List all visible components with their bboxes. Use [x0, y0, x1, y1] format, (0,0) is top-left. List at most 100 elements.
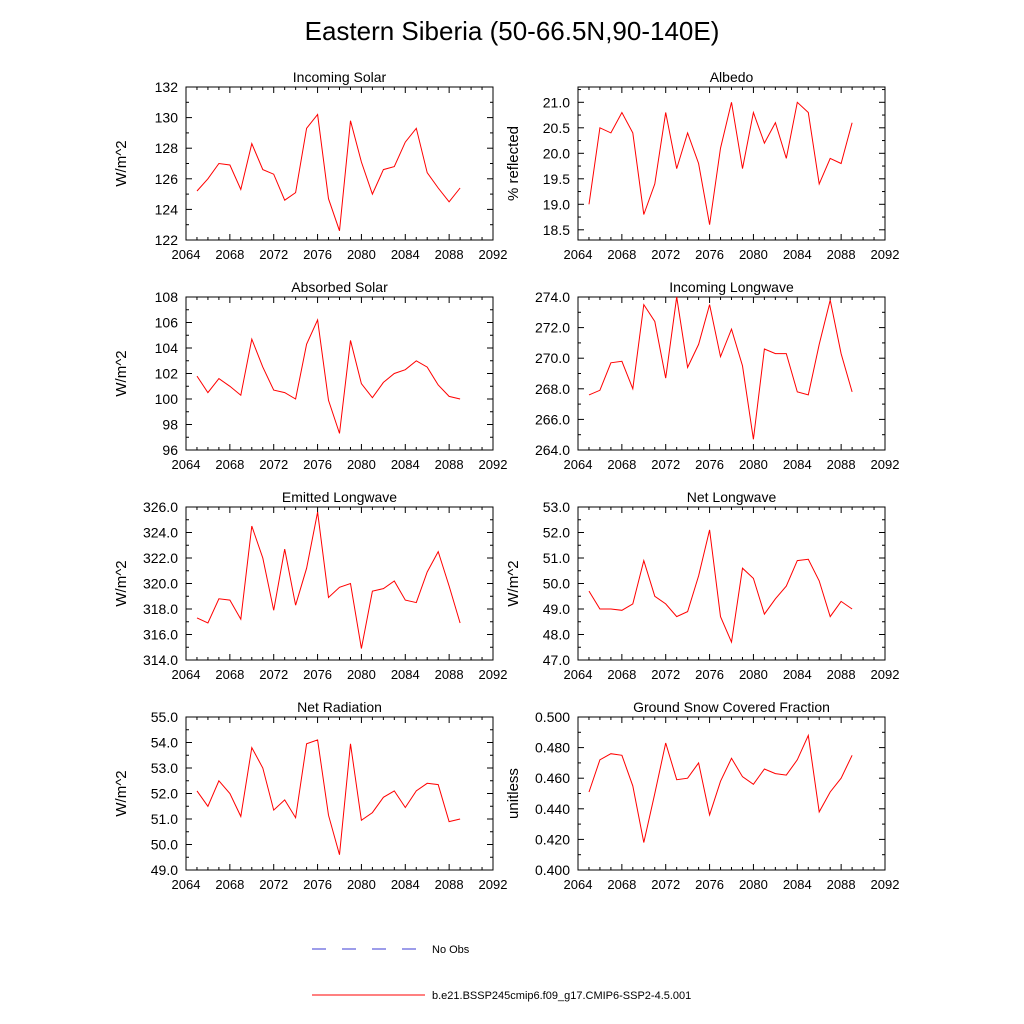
x-tick-label: 2088 [827, 877, 856, 892]
x-tick-label: 2092 [871, 877, 900, 892]
x-tick-label: 2076 [303, 667, 332, 682]
y-tick-label: 104 [155, 340, 179, 356]
x-tick-label: 2088 [827, 667, 856, 682]
y-tick-label: 96 [162, 442, 178, 458]
x-tick-label: 2076 [695, 667, 724, 682]
legend: No Obs b.e21.BSSP245cmip6.f09_g17.CMIP6-… [312, 944, 691, 1002]
x-tick-label: 2092 [479, 247, 508, 262]
y-tick-label: 21.0 [543, 94, 570, 110]
x-tick-label: 2084 [391, 667, 420, 682]
y-axis-label: W/m^2 [113, 770, 130, 816]
y-axis-label: W/m^2 [113, 140, 130, 186]
x-tick-label: 2068 [215, 667, 244, 682]
x-tick-label: 2092 [871, 247, 900, 262]
panel-title: Net Radiation [297, 699, 382, 715]
x-tick-label: 2064 [564, 457, 593, 472]
y-tick-label: 18.5 [543, 222, 570, 238]
panel-1: Incoming Solar 2064 2068 2072 2076 2080 2084 20… [113, 69, 507, 262]
x-tick-label: 2072 [259, 667, 288, 682]
y-tick-label: 51.0 [543, 550, 570, 566]
x-tick-label: 2092 [871, 667, 900, 682]
x-tick-label: 2076 [303, 877, 332, 892]
y-tick-label: 0.500 [535, 709, 570, 725]
x-tick-label: 2072 [259, 247, 288, 262]
x-tick-label: 2072 [259, 877, 288, 892]
y-tick-label: 20.5 [543, 120, 570, 136]
x-tick-label: 2080 [739, 667, 768, 682]
panel-8: Ground Snow Covered Fraction 2064 2068 2072… [505, 699, 899, 892]
x-tick-label: 2080 [347, 877, 376, 892]
panel-4: Incoming Longwave 2064 2068 2072 2076 2080 208… [535, 279, 900, 472]
panel-7: Net Radiation 2064 2068 2072 2076 2080 2084 208… [113, 699, 507, 892]
series-line [588, 733, 853, 843]
series-line [196, 739, 461, 855]
y-tick-label: 130 [155, 110, 179, 126]
x-tick-label: 2064 [564, 877, 593, 892]
x-tick-label: 2068 [215, 877, 244, 892]
y-axis-label: W/m^2 [113, 560, 130, 606]
y-tick-label: 55.0 [151, 709, 178, 725]
x-tick-label: 2084 [391, 457, 420, 472]
y-tick-label: 272.0 [535, 320, 570, 336]
y-tick-label: 264.0 [535, 442, 570, 458]
x-tick-label: 2080 [739, 457, 768, 472]
panel-title: Absorbed Solar [291, 279, 388, 295]
y-tick-label: 19.5 [543, 171, 570, 187]
x-tick-label: 2072 [651, 457, 680, 472]
x-tick-label: 2084 [783, 457, 812, 472]
x-tick-label: 2064 [564, 667, 593, 682]
x-tick-label: 2080 [347, 247, 376, 262]
y-tick-label: 322.0 [143, 550, 178, 566]
panel-title: Incoming Longwave [669, 279, 794, 295]
y-axis-label: unitless [505, 768, 522, 819]
x-tick-label: 2080 [347, 457, 376, 472]
series-line [588, 101, 853, 225]
x-tick-label: 2064 [172, 247, 201, 262]
plot-frame [185, 506, 494, 661]
x-tick-label: 2088 [435, 457, 464, 472]
x-tick-label: 2068 [607, 877, 636, 892]
x-tick-label: 2084 [783, 247, 812, 262]
x-tick-label: 2064 [172, 877, 201, 892]
y-tick-label: 132 [155, 79, 179, 95]
y-tick-label: 50.0 [543, 576, 570, 592]
x-tick-label: 2088 [435, 667, 464, 682]
x-tick-label: 2080 [347, 667, 376, 682]
panel-2: Albedo 2064 2068 2072 2076 2080 2084 2088 2092 18… [505, 69, 899, 262]
x-tick-label: 2068 [215, 247, 244, 262]
y-tick-label: 47.0 [543, 652, 570, 668]
y-tick-label: 316.0 [143, 627, 178, 643]
y-tick-label: 0.400 [535, 862, 570, 878]
y-tick-label: 320.0 [143, 576, 178, 592]
figure-title: Eastern Siberia (50-66.5N,90-140E) [305, 16, 720, 46]
x-tick-label: 2076 [695, 457, 724, 472]
y-tick-label: 128 [155, 140, 179, 156]
y-tick-label: 102 [155, 366, 179, 382]
y-tick-label: 266.0 [535, 411, 570, 427]
y-axis-label: W/m^2 [505, 560, 522, 606]
plot-frame [577, 296, 886, 451]
x-tick-label: 2072 [651, 877, 680, 892]
x-tick-label: 2092 [479, 457, 508, 472]
x-tick-label: 2092 [479, 667, 508, 682]
x-tick-label: 2088 [435, 247, 464, 262]
x-tick-label: 2088 [435, 877, 464, 892]
plot-frame [577, 716, 886, 871]
y-tick-label: 0.420 [535, 831, 570, 847]
x-tick-label: 2084 [391, 877, 420, 892]
x-tick-label: 2084 [783, 877, 812, 892]
plot-frame [577, 86, 886, 241]
y-tick-label: 124 [155, 201, 179, 217]
y-tick-label: 122 [155, 232, 179, 248]
series-line [196, 113, 461, 231]
x-tick-label: 2076 [303, 457, 332, 472]
x-tick-label: 2072 [651, 247, 680, 262]
legend-obs-label: No Obs [432, 944, 470, 956]
y-tick-label: 53.0 [151, 760, 178, 776]
y-axis-label: % reflected [505, 126, 522, 201]
y-tick-label: 108 [155, 289, 179, 305]
y-tick-label: 0.480 [535, 740, 570, 756]
x-tick-label: 2064 [172, 667, 201, 682]
panel-title: Emitted Longwave [282, 489, 397, 505]
x-tick-label: 2076 [695, 247, 724, 262]
